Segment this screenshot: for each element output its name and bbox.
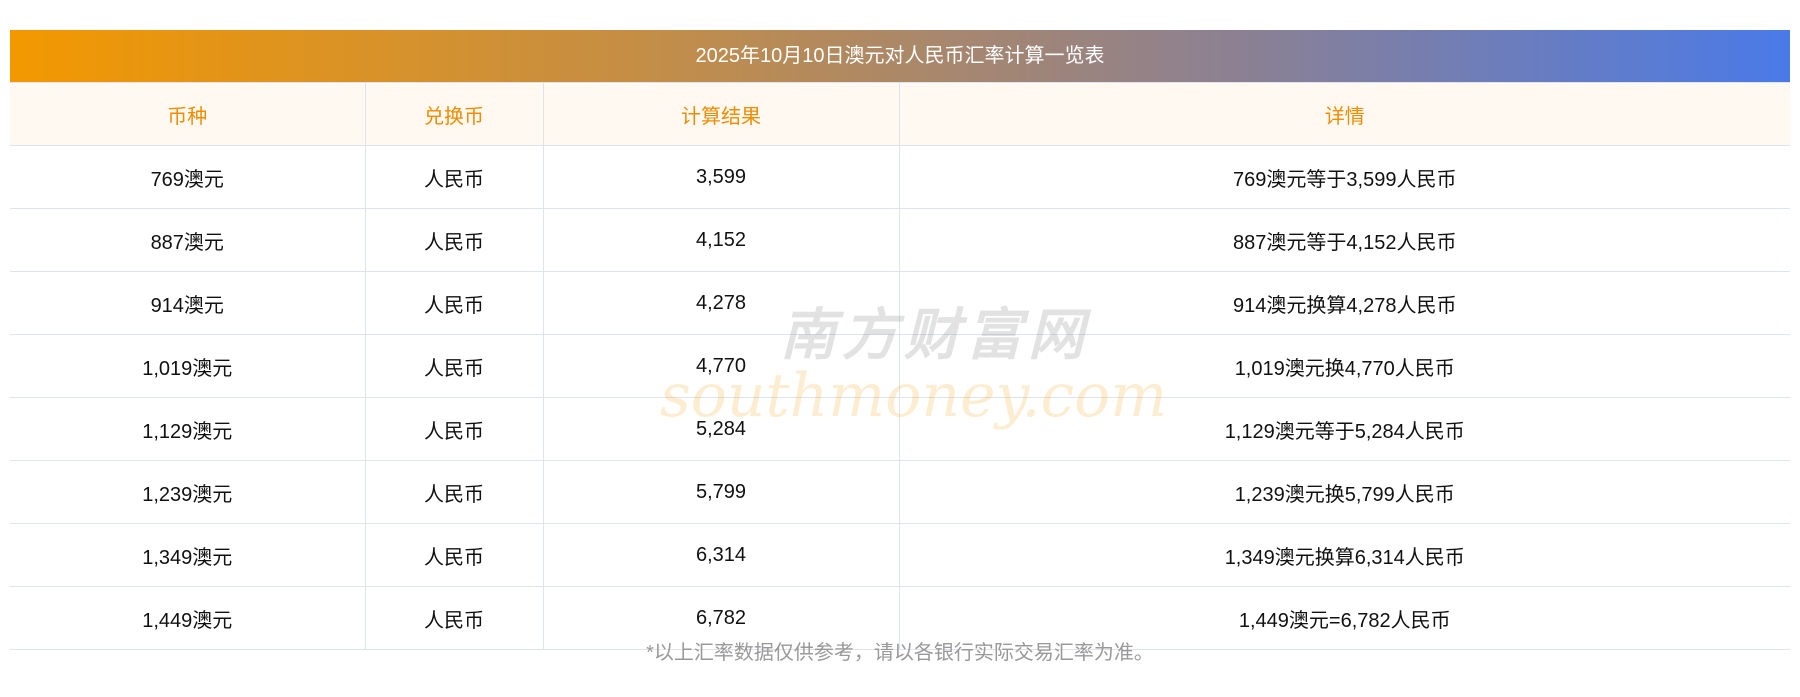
table-row: 1,129澳元 人民币 5,284 1,129澳元等于5,284人民币 (10, 397, 1790, 461)
table-row: 1,019澳元 人民币 4,770 1,019澳元换4,770人民币 (10, 334, 1790, 398)
cell-detail: 1,239澳元换5,799人民币 (898, 460, 1790, 524)
cell-target-currency: 人民币 (364, 271, 544, 335)
header-detail: 详情 (898, 82, 1790, 146)
cell-detail: 1,019澳元换4,770人民币 (898, 334, 1790, 398)
cell-result: 4,770 (542, 334, 900, 398)
cell-target-currency: 人民币 (364, 397, 544, 461)
table-row: 914澳元 人民币 4,278 914澳元换算4,278人民币 (10, 271, 1790, 335)
cell-target-currency: 人民币 (364, 586, 544, 650)
cell-detail: 1,349澳元换算6,314人民币 (898, 523, 1790, 587)
header-currency: 币种 (10, 82, 366, 146)
cell-detail: 1,129澳元等于5,284人民币 (898, 397, 1790, 461)
cell-target-currency: 人民币 (364, 334, 544, 398)
cell-detail: 914澳元换算4,278人民币 (898, 271, 1790, 335)
cell-currency: 1,449澳元 (10, 586, 366, 650)
cell-currency: 914澳元 (10, 271, 366, 335)
cell-result: 4,278 (542, 271, 900, 335)
cell-currency: 1,349澳元 (10, 523, 366, 587)
cell-result: 6,782 (542, 586, 900, 650)
cell-currency: 1,239澳元 (10, 460, 366, 524)
header-target-currency: 兑换币 (364, 82, 544, 146)
cell-currency: 769澳元 (10, 145, 366, 209)
cell-detail: 887澳元等于4,152人民币 (898, 208, 1790, 272)
cell-currency: 1,129澳元 (10, 397, 366, 461)
cell-target-currency: 人民币 (364, 460, 544, 524)
table-row: 1,349澳元 人民币 6,314 1,349澳元换算6,314人民币 (10, 523, 1790, 587)
cell-target-currency: 人民币 (364, 523, 544, 587)
cell-currency: 887澳元 (10, 208, 366, 272)
cell-target-currency: 人民币 (364, 145, 544, 209)
cell-result: 6,314 (542, 523, 900, 587)
disclaimer-note: *以上汇率数据仅供参考，请以各银行实际交易汇率为准。 (646, 642, 1154, 664)
table-row: 1,239澳元 人民币 5,799 1,239澳元换5,799人民币 (10, 460, 1790, 524)
cell-result: 3,599 (542, 145, 900, 209)
table-row: 887澳元 人民币 4,152 887澳元等于4,152人民币 (10, 208, 1790, 272)
cell-target-currency: 人民币 (364, 208, 544, 272)
cell-result: 5,799 (542, 460, 900, 524)
cell-result: 5,284 (542, 397, 900, 461)
table-header-row: 币种 兑换币 计算结果 详情 (10, 82, 1790, 146)
rate-table: 币种 兑换币 计算结果 详情 769澳元 人民币 3,599 769澳元等于3,599… (10, 82, 1790, 650)
cell-result: 4,152 (542, 208, 900, 272)
table-row: 1,449澳元 人民币 6,782 1,449澳元=6,782人民币 (10, 586, 1790, 650)
cell-currency: 1,019澳元 (10, 334, 366, 398)
table-row: 769澳元 人民币 3,599 769澳元等于3,599人民币 (10, 145, 1790, 209)
cell-detail: 769澳元等于3,599人民币 (898, 145, 1790, 209)
rate-table-container: 2025年10月10日澳元对人民币汇率计算一览表 币种 兑换币 计算结果 详情 … (10, 30, 1790, 650)
cell-detail: 1,449澳元=6,782人民币 (898, 586, 1790, 650)
table-title: 2025年10月10日澳元对人民币汇率计算一览表 (10, 30, 1790, 82)
header-result: 计算结果 (542, 82, 900, 146)
